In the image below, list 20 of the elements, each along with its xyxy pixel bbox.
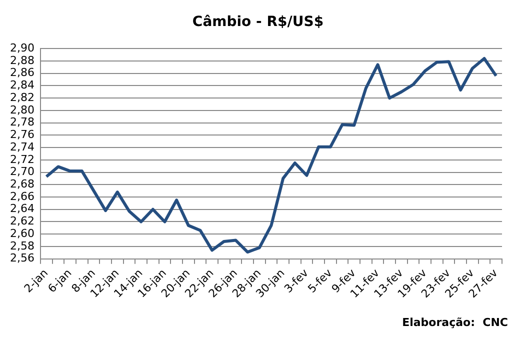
y-tick-label: 2,76: [10, 128, 34, 142]
y-tick-label: 2,88: [10, 54, 34, 67]
chart-title: Câmbio - R$/US$: [191, 14, 325, 30]
y-tick-label: 2,58: [10, 239, 34, 252]
y-tick-label: 2,66: [10, 190, 34, 203]
y-tick-label: 2,64: [10, 202, 34, 216]
y-tick-label: 2,86: [10, 66, 34, 80]
y-tick-label: 2,70: [10, 165, 34, 178]
y-tick-label: 2,74: [10, 140, 34, 154]
y-tick-label: 2,80: [10, 103, 34, 116]
y-tick-label: 2,84: [10, 78, 34, 92]
y-tick-label: 2,82: [10, 90, 34, 104]
y-tick-label: 2,68: [10, 177, 34, 190]
y-tick-label: 2,72: [10, 152, 34, 166]
y-tick-label: 2,78: [10, 116, 34, 129]
y-tick-label: 2,90: [10, 41, 34, 54]
text: Elaboração: CNC: [402, 316, 508, 329]
y-tick-label: 2,56: [10, 252, 34, 265]
y-tick-label: 2,62: [10, 214, 34, 228]
y-tick-label: 2,60: [10, 226, 34, 240]
